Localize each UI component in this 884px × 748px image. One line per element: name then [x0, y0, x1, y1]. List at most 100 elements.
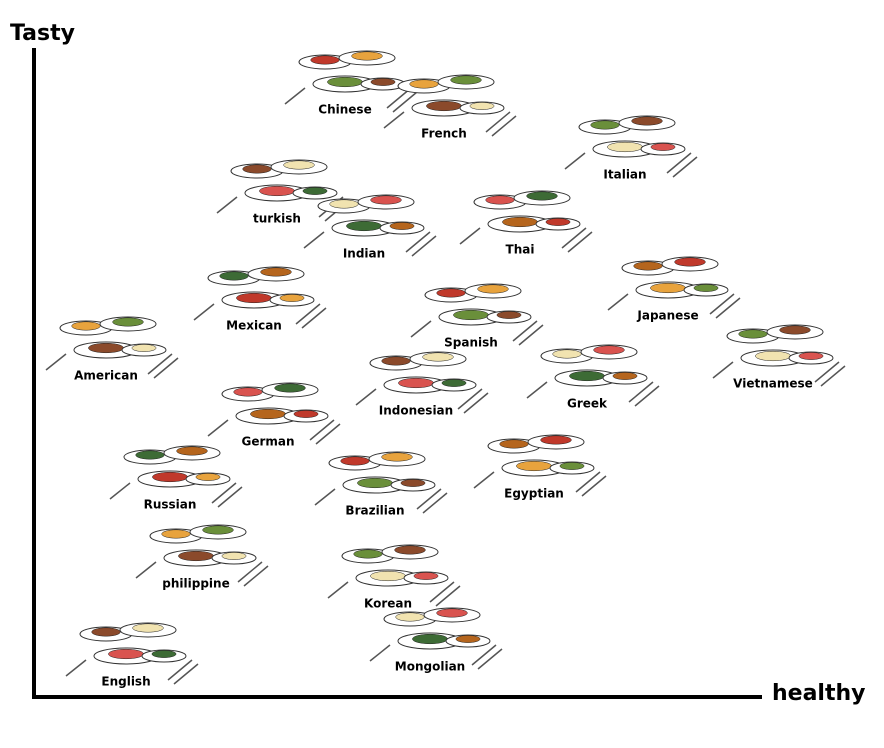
food	[329, 199, 359, 209]
knife	[309, 419, 335, 441]
food	[502, 216, 538, 228]
food	[233, 387, 263, 397]
food	[755, 350, 791, 362]
cuisine-label: Vietnamese	[733, 377, 813, 391]
food	[151, 650, 177, 658]
food	[779, 325, 811, 335]
dish-group	[607, 256, 741, 319]
fork	[564, 152, 586, 170]
cuisine-label: turkish	[253, 212, 301, 226]
knife	[518, 324, 544, 346]
food	[633, 261, 663, 271]
dish-group	[564, 115, 698, 178]
cuisine-label: Mexican	[226, 319, 282, 333]
knife	[715, 297, 741, 319]
food	[394, 545, 426, 555]
fork	[473, 471, 495, 489]
food	[283, 160, 315, 170]
food	[370, 78, 396, 86]
cuisine-label: philippine	[162, 577, 229, 591]
fork	[135, 561, 157, 579]
knife	[422, 492, 448, 514]
fork	[526, 381, 548, 399]
cuisine-label: Korean	[364, 597, 412, 611]
food	[221, 552, 247, 560]
food	[496, 311, 522, 319]
cuisine-label: Indian	[343, 247, 385, 261]
food	[108, 648, 144, 660]
food	[195, 473, 221, 481]
food	[135, 450, 165, 460]
food	[279, 294, 305, 302]
food	[674, 257, 706, 267]
food	[370, 195, 402, 205]
cuisine-label: Indonesian	[379, 404, 453, 418]
food	[260, 267, 292, 277]
knife	[666, 152, 692, 174]
knife	[814, 361, 840, 383]
fork	[459, 227, 481, 245]
knife	[512, 320, 538, 342]
fork	[607, 293, 629, 311]
food	[346, 220, 382, 232]
food	[91, 627, 121, 637]
dish-group	[355, 351, 489, 414]
food	[132, 623, 164, 633]
food	[612, 372, 638, 380]
cuisine-label: Chinese	[318, 103, 371, 117]
cuisine-label: Russian	[144, 498, 197, 512]
food	[650, 282, 686, 294]
knife	[392, 91, 418, 113]
cuisine-label: Spanish	[444, 336, 498, 350]
food	[310, 55, 340, 65]
food	[552, 349, 582, 359]
food	[453, 309, 489, 321]
fork	[383, 111, 405, 129]
knife	[471, 644, 497, 666]
food	[485, 195, 515, 205]
dish-group	[109, 445, 243, 508]
food	[412, 633, 448, 645]
knife	[217, 486, 243, 508]
food	[559, 462, 585, 470]
fork	[327, 581, 349, 599]
cuisine-label: German	[241, 435, 294, 449]
knife	[243, 565, 269, 587]
food	[569, 370, 605, 382]
knife	[457, 388, 483, 410]
cuisine-label: Brazilian	[345, 504, 404, 518]
knife	[405, 231, 431, 253]
fork	[410, 320, 432, 338]
food	[398, 377, 434, 389]
food	[450, 75, 482, 85]
cuisine-label: American	[74, 369, 138, 383]
food	[477, 284, 509, 294]
cuisine-label: Japanese	[636, 309, 698, 323]
food	[798, 352, 824, 360]
food	[389, 222, 415, 230]
cuisine-label: French	[421, 127, 467, 141]
cuisine-label: Thai	[506, 243, 535, 257]
fork	[193, 303, 215, 321]
dish-group	[303, 194, 437, 257]
knife	[485, 111, 511, 133]
food	[413, 572, 439, 580]
food	[607, 141, 643, 153]
food	[351, 51, 383, 61]
food	[340, 456, 370, 466]
food	[242, 164, 272, 174]
food	[436, 288, 466, 298]
food	[219, 271, 249, 281]
dish-group	[473, 434, 607, 497]
cuisine-label: Mongolian	[395, 660, 465, 674]
knife	[147, 353, 173, 375]
dish-group	[135, 524, 269, 587]
food	[161, 529, 191, 539]
knife	[567, 231, 593, 253]
food	[250, 408, 286, 420]
cuisine-label: Greek	[567, 397, 608, 411]
food	[590, 120, 620, 130]
fork	[109, 482, 131, 500]
knife	[491, 115, 517, 137]
food	[409, 79, 439, 89]
